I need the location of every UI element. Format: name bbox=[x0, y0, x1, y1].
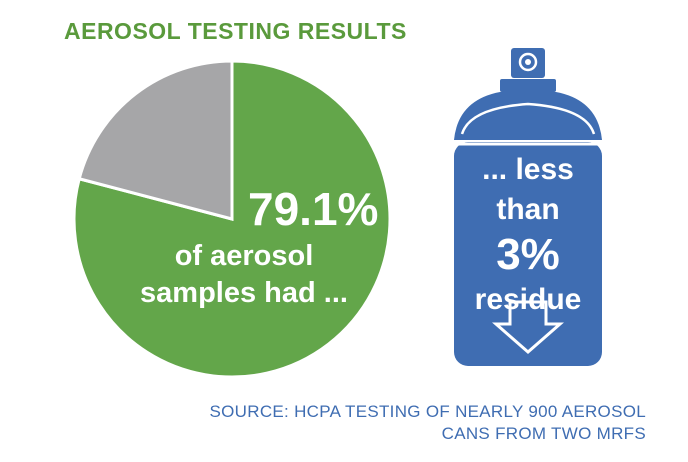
can-neck bbox=[500, 79, 556, 92]
can-line-3: 3% bbox=[496, 230, 560, 279]
pie-caption-line-2: samples had ... bbox=[140, 277, 348, 309]
spray-can-icon bbox=[454, 48, 602, 366]
source-note: SOURCE: HCPA TESTING OF NEARLY 900 AEROS… bbox=[210, 401, 646, 445]
can-body bbox=[454, 142, 602, 366]
pie-caption: of aerosol samples had ... bbox=[126, 238, 362, 312]
can-line-2: than bbox=[496, 193, 560, 226]
can-line-1: ... less bbox=[482, 153, 574, 186]
pie-caption-line-1: of aerosol bbox=[174, 240, 314, 272]
can-line-4: residue bbox=[474, 283, 582, 316]
can-dome bbox=[454, 92, 602, 140]
can-nozzle-ring bbox=[518, 52, 538, 72]
pie-slice-1 bbox=[72, 59, 392, 379]
pie-main-label: 79.1% bbox=[248, 183, 379, 235]
can-nozzle-hole bbox=[525, 59, 531, 65]
down-arrow-icon bbox=[492, 300, 564, 354]
source-line-1: SOURCE: HCPA TESTING OF NEARLY 900 AEROS… bbox=[209, 402, 646, 421]
pie-slice-2 bbox=[77, 59, 234, 221]
can-text: ... less than 3% residue bbox=[458, 150, 598, 320]
pie-chart bbox=[72, 59, 392, 379]
can-dome-line bbox=[460, 102, 596, 135]
source-line-2: CANS FROM TWO MRFS bbox=[441, 424, 646, 443]
chart-title: AEROSOL TESTING RESULTS bbox=[64, 18, 407, 44]
